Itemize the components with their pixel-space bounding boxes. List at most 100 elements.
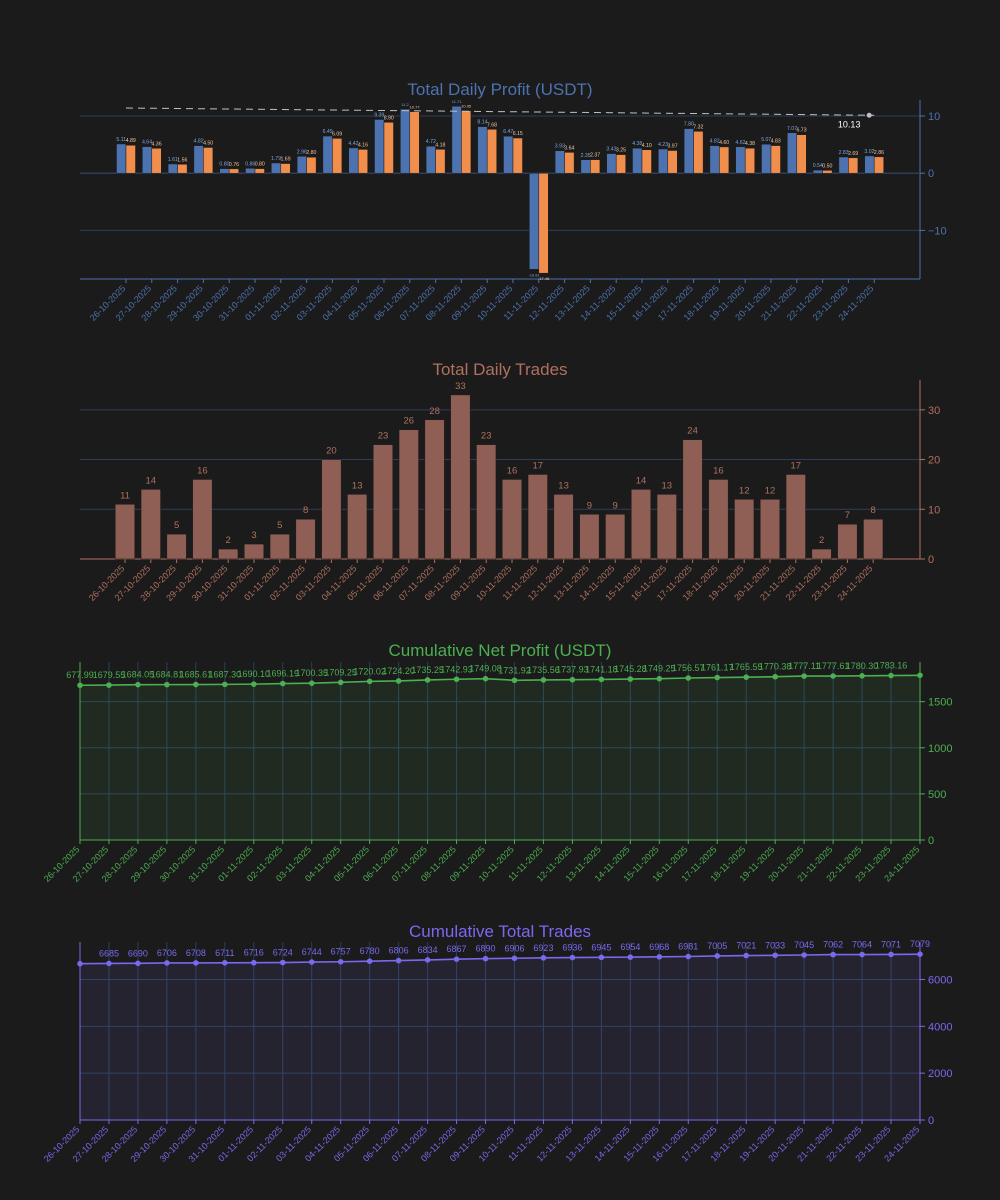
point-value-label: 1745.28 — [614, 664, 647, 674]
profit-bar — [245, 168, 256, 174]
point-value-label: 1765.55 — [730, 662, 763, 672]
point-value-label: 6685 — [99, 948, 119, 958]
trades-bar — [760, 499, 780, 560]
bar-value-label: 6.73 — [796, 128, 806, 134]
bar-value-label: 14 — [636, 475, 647, 486]
data-point — [77, 682, 83, 689]
chart-2: Total Daily Trades010203026-10-202527-10… — [80, 360, 940, 603]
data-point — [424, 677, 431, 683]
bar-value-label: 4.83 — [771, 139, 781, 145]
bar-value-label: 6.15 — [513, 131, 523, 137]
data-point — [511, 677, 518, 684]
data-point — [308, 680, 315, 686]
bar-value-label: 3.64 — [564, 145, 574, 151]
profit-bar — [151, 148, 162, 174]
bar-value-label: 2.35 — [581, 153, 591, 159]
bar-value-label: 2.83 — [839, 150, 849, 156]
point-value-label: 1720.02 — [353, 666, 386, 676]
bar-value-label: 1.69 — [280, 157, 290, 163]
y-tick-label: 0 — [928, 554, 934, 566]
point-value-label: 6780 — [360, 946, 380, 956]
point-value-label: 1687.30 — [209, 669, 242, 679]
point-value-label: 1724.20 — [382, 666, 415, 676]
trades-bar — [192, 479, 213, 560]
bar-value-label: 8 — [303, 505, 308, 516]
bar-value-label: 17 — [533, 460, 544, 471]
point-value-label: 6706 — [157, 948, 177, 958]
profit-bar — [348, 147, 359, 174]
profit-bar — [503, 135, 514, 174]
bar-value-label: 7 — [845, 510, 850, 521]
bar-value-label: 20 — [326, 446, 337, 457]
data-point — [917, 672, 923, 679]
profit-bar — [409, 111, 420, 174]
data-point — [193, 681, 199, 688]
bar-value-label: 23 — [481, 431, 492, 442]
y-tick-label: 0 — [928, 1115, 934, 1127]
y-tick-label: 20 — [928, 455, 940, 467]
bar-value-label: 1.56 — [177, 157, 187, 163]
profit-bar — [770, 145, 781, 174]
bar-value-label: 16 — [507, 465, 518, 476]
bar-value-label: 4.38 — [745, 141, 755, 147]
data-point — [801, 673, 807, 679]
trades-bar — [321, 459, 342, 560]
y-tick-label: −10 — [928, 225, 947, 237]
point-value-label: 6806 — [389, 946, 409, 956]
point-value-label: 7071 — [881, 939, 901, 949]
profit-bar — [374, 119, 385, 174]
y-tick-label: 30 — [928, 405, 940, 417]
data-point — [250, 959, 257, 966]
trades-bar — [708, 479, 729, 560]
bar-value-label: 2 — [819, 535, 824, 546]
data-point — [135, 960, 141, 967]
data-point — [279, 680, 286, 687]
point-value-label: 1684.05 — [122, 670, 155, 680]
profit-bar — [306, 156, 317, 174]
bar-value-label: 10.95 — [461, 104, 472, 109]
point-value-label: 6757 — [331, 947, 351, 957]
data-point — [685, 675, 692, 681]
point-value-label: 6690 — [128, 948, 148, 958]
bar-value-label: 0.80 — [255, 162, 265, 168]
profit-bar — [641, 149, 652, 174]
bar-value-label: 17 — [791, 460, 802, 471]
point-value-label: 1777.61 — [817, 661, 850, 671]
point-value-label: 6923 — [533, 943, 553, 953]
bar-value-label: 28 — [429, 406, 440, 417]
y-tick-label: 0 — [928, 168, 934, 180]
profit-bar — [838, 156, 849, 174]
data-point — [222, 960, 228, 966]
bar-value-label: 2.80 — [306, 150, 316, 156]
bar-value-label: 4.16 — [358, 142, 368, 148]
data-point — [279, 959, 286, 966]
point-value-label: 6708 — [186, 948, 206, 958]
point-value-label: 1685.61 — [180, 670, 213, 680]
data-point — [627, 954, 634, 960]
data-point — [453, 676, 460, 683]
profit-bar — [512, 137, 523, 174]
point-value-label: 7033 — [765, 940, 785, 950]
data-point — [888, 951, 894, 958]
point-value-label: 6724 — [273, 948, 293, 958]
data-point — [395, 957, 402, 964]
bar-value-label: 6.49 — [323, 129, 333, 135]
data-point — [743, 952, 750, 959]
profit-bar — [254, 168, 265, 174]
data-point — [106, 682, 112, 688]
bar-value-label: 12 — [765, 485, 776, 496]
bar-value-label: 1.61 — [168, 157, 178, 163]
profit-bar — [590, 159, 601, 174]
point-value-label: 7021 — [736, 941, 756, 951]
bar-value-label: 11.2 — [401, 102, 409, 107]
bar-value-label: 3.97 — [667, 143, 677, 149]
cumulative-area — [80, 954, 920, 1120]
profit-bar — [296, 156, 307, 174]
profit-bar — [400, 108, 411, 174]
data-point — [308, 959, 315, 965]
trades-bar — [424, 419, 445, 560]
data-point — [656, 675, 663, 682]
bar-value-label: 7.80 — [684, 122, 694, 128]
data-point — [569, 954, 576, 961]
trades-bar — [218, 548, 239, 560]
